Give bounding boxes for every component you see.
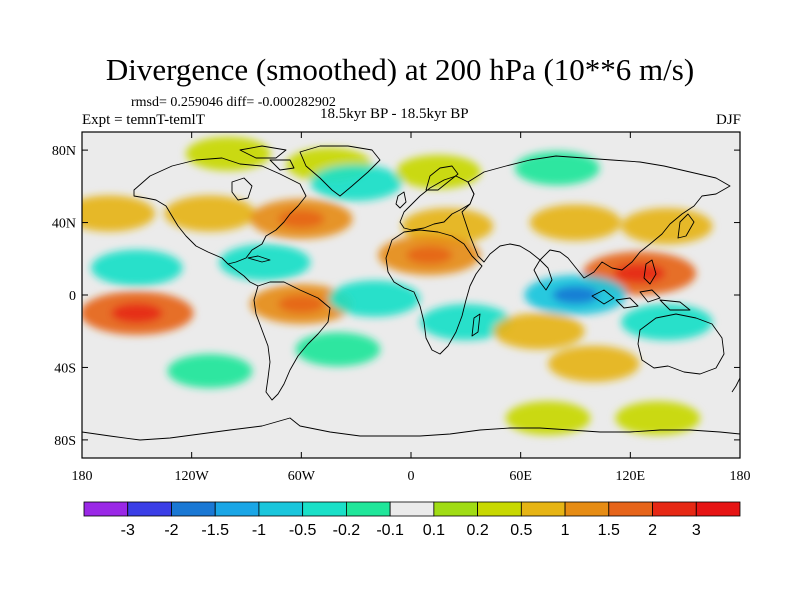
coast-scandinavia: [425, 165, 459, 191]
field-southern-ocean-neg: [167, 354, 253, 389]
colorbar-box: [214, 501, 260, 517]
coast-africa: [385, 229, 483, 355]
field-australia-neg: [621, 304, 713, 341]
figure-title: Divergence (smoothed) at 200 hPa (10**6 …: [105, 52, 695, 87]
colorbar-box: [83, 501, 129, 517]
colorbar-label: -1: [252, 522, 266, 539]
colorbar-box: [652, 501, 697, 517]
field-north-pacific-pos: [82, 195, 156, 232]
field-scandinavia-pos: [396, 154, 481, 189]
experiment-label: Expt = temnT-temlT: [82, 112, 205, 128]
colorbar-box: [127, 501, 172, 517]
coast-greenland: [299, 145, 381, 197]
field-southern-ocean-pos: [548, 345, 640, 382]
lat-label: 40S: [54, 361, 76, 376]
colorbar-box: [695, 501, 741, 517]
field-south-atlantic-neg: [295, 332, 381, 367]
coast-arctic-islands: [239, 145, 295, 171]
colorbar-box: [171, 501, 216, 517]
colorbar-box: [302, 501, 347, 517]
coast-south-america: [253, 281, 331, 401]
colorbar-label: -2: [164, 522, 178, 539]
colorbar-box: [433, 501, 479, 517]
field-siberia-neg: [514, 151, 600, 186]
colorbar: -3 -2 -1.5 -1 -0.5 -0.2 -0.1 0.1 0.2 0.5 1 1.5 2 3: [83, 501, 741, 539]
lat-label: 40N: [52, 217, 76, 232]
coast-antarctica: [82, 417, 740, 441]
field-antarctic-pos-2: [615, 401, 701, 436]
coast-indonesia: [591, 289, 691, 311]
lon-label: 180: [72, 469, 93, 484]
colorbar-label: 0.1: [423, 522, 445, 539]
field-core-amazon-pos: [278, 295, 325, 314]
colorbar-label: 0.5: [510, 522, 532, 539]
field-mediterranean-pos: [401, 208, 494, 245]
coast-philippines: [643, 259, 657, 285]
field-caribbean-neg: [219, 244, 311, 281]
coast-india: [533, 259, 553, 291]
lat-label: 0: [69, 289, 76, 304]
field-antarctic-pos: [505, 401, 591, 436]
colorbar-label: -0.5: [289, 522, 317, 539]
field-core-maritime-continent-pos: [613, 263, 665, 284]
lat-label: 80S: [54, 434, 76, 449]
lon-label: 120W: [175, 469, 210, 484]
field-core-indian-ocean-neg: [552, 286, 599, 304]
map-axes: 80N 40N 0 40S 80S 180 120W 60W 0 60E 120E 180: [52, 132, 751, 484]
colorbar-box: [520, 501, 566, 517]
field-indian-ocean-south-pos: [493, 313, 585, 350]
lon-label: 180: [730, 469, 751, 484]
colorbar-label: -3: [121, 522, 135, 539]
lon-label: 60W: [288, 469, 316, 484]
colorbar-box: [608, 501, 653, 517]
coast-madagascar: [471, 313, 481, 337]
colorbar-box: [389, 501, 435, 517]
field-east-pacific-neg: [91, 249, 183, 286]
divergence-field: [82, 136, 713, 436]
colorbar-label: 2: [648, 522, 657, 539]
coast-central-america: [227, 263, 259, 287]
colorbar-label: 3: [692, 522, 701, 539]
colorbar-box: [258, 501, 304, 517]
colorbar-label: 1.5: [598, 522, 620, 539]
rmsd-stats: rmsd= 0.259046 diff= -0.000282902: [131, 95, 336, 110]
coast-japan: [677, 213, 695, 239]
field-core-south-pacific-pos: [111, 303, 163, 323]
lat-label: 80N: [52, 144, 76, 159]
season-label: DJF: [715, 112, 741, 128]
colorbar-box: [345, 501, 391, 517]
field-arctic-band: [185, 136, 271, 171]
coastlines: [82, 145, 740, 441]
field-west-pacific-pos: [621, 208, 713, 245]
lon-label: 120E: [616, 469, 646, 484]
lon-label: 0: [408, 469, 415, 484]
colorbar-box: [564, 501, 610, 517]
coast-cuba: [247, 255, 271, 263]
coast-australia: [637, 313, 725, 375]
colorbar-label: -0.2: [333, 522, 361, 539]
colorbar-label: 1: [561, 522, 570, 539]
coast-asia: [461, 155, 731, 279]
field-west-us-pos: [164, 195, 256, 232]
period-label: 18.5kyr BP - 18.5kyr BP: [320, 106, 469, 122]
colorbar-box: [477, 501, 522, 517]
coast-uk: [395, 191, 407, 209]
field-core-east-us-pos: [278, 209, 325, 228]
field-core-north-africa-pos: [406, 246, 453, 265]
colorbar-label: 0.2: [466, 522, 488, 539]
coast-north-america: [133, 157, 307, 265]
field-atlantic-eq-neg: [328, 280, 421, 317]
field-southern-africa-neg: [420, 304, 512, 341]
lon-label: 60E: [509, 469, 532, 484]
colorbar-label: -1.5: [201, 522, 229, 539]
coast-new-zealand: [731, 377, 740, 393]
colorbar-label: -0.1: [376, 522, 404, 539]
field-central-asia-pos: [529, 204, 622, 241]
coast-hudson-bay: [231, 177, 253, 201]
